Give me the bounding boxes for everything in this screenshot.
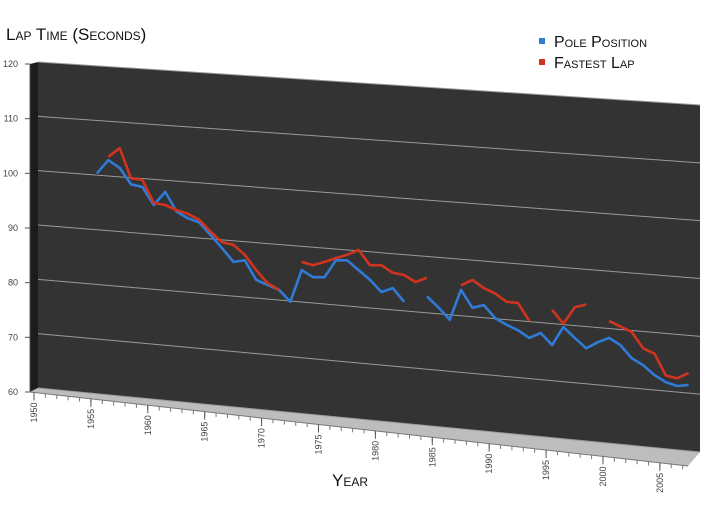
y-tick-label: 60 <box>8 387 18 397</box>
y-tick-label: 110 <box>4 114 18 124</box>
legend-label: Pole Position <box>554 34 647 51</box>
x-tick-label: 1995 <box>541 460 551 480</box>
series-line <box>95 158 689 388</box>
x-tick-label: 1955 <box>86 409 96 429</box>
y-tick-label: 100 <box>3 168 18 178</box>
y-axis-title: Lap Time (Seconds) <box>6 25 146 44</box>
x-tick-label: 2005 <box>655 473 665 493</box>
legend-label: Fastest Lap <box>554 55 635 72</box>
legend-swatch <box>539 38 545 44</box>
grid-line <box>37 61 701 106</box>
side-wall <box>30 62 38 392</box>
x-tick-label: 1960 <box>143 415 153 435</box>
grid-line <box>37 278 701 337</box>
x-tick-label: 1980 <box>370 441 380 461</box>
y-tick-label: 70 <box>8 332 18 342</box>
x-tick-label: 2000 <box>598 466 608 486</box>
x-tick-label: 1965 <box>200 422 210 442</box>
y-tick-label: 120 <box>3 59 18 69</box>
y-tick-label: 90 <box>8 223 18 233</box>
x-tick-label: 1950 <box>29 402 39 422</box>
floor <box>30 388 700 466</box>
grid-line <box>37 387 701 453</box>
grid-line <box>37 333 701 395</box>
x-tick-label: 1985 <box>427 447 437 467</box>
series-line <box>107 146 690 380</box>
x-tick-label: 1975 <box>313 434 323 454</box>
grid-line <box>37 115 701 164</box>
grid-line <box>37 224 701 279</box>
x-tick-label: 1970 <box>257 428 267 448</box>
back-wall <box>38 62 700 452</box>
grid-line <box>37 170 701 222</box>
legend-swatch <box>539 59 545 65</box>
x-tick-label: 1990 <box>484 454 494 474</box>
y-tick-label: 80 <box>8 278 18 288</box>
x-axis <box>29 391 689 467</box>
x-axis-title: Year <box>332 471 368 490</box>
